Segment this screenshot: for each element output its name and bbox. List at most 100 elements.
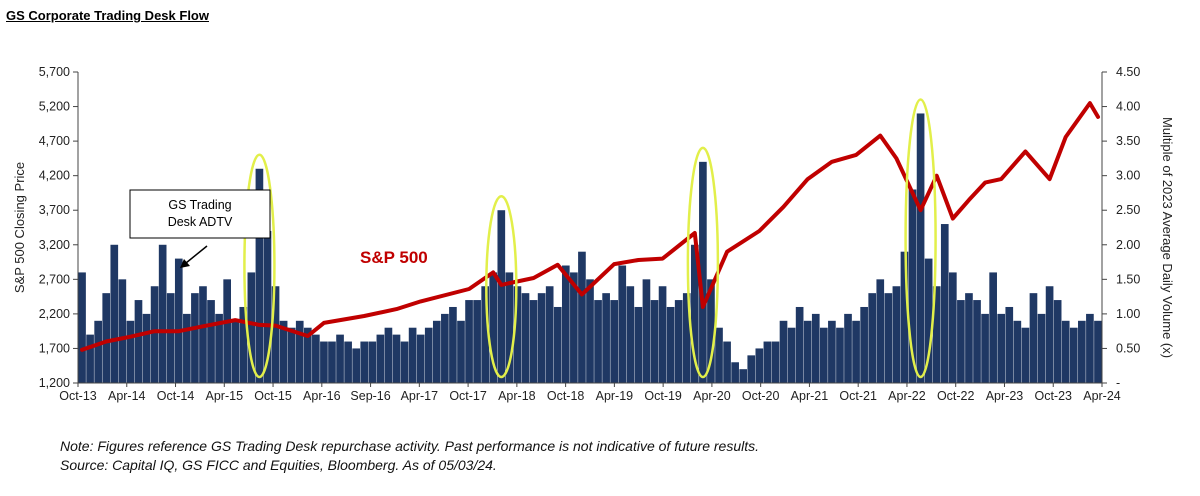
x-tick-label: Apr-22 [888,389,926,403]
adtv-bar [352,348,361,383]
adtv-bar [844,313,852,383]
left-tick-label: 4,200 [39,169,70,183]
adtv-bar [432,320,441,383]
x-tick-label: Apr-24 [1083,389,1121,403]
adtv-bar [561,265,570,383]
adtv-bar [707,279,715,383]
adtv-bar [239,306,248,383]
right-tick-label: 1.50 [1116,272,1140,286]
x-tick-label: Oct-19 [644,389,682,403]
adtv-bar [940,224,949,383]
adtv-bar [892,286,901,383]
adtv-bar [884,293,893,383]
adtv-bar [86,334,94,383]
footnote: Note: Figures reference GS Trading Desk … [60,437,759,475]
adtv-bar [416,334,425,383]
adtv-bar [110,244,119,383]
adtv-bar [392,334,401,383]
adtv-bar [191,293,199,383]
chart-annotations: S&P 500 GS Trading Desk ADTV [129,189,428,268]
adtv-bar [771,341,780,383]
adtv-bar [570,272,578,383]
adtv-bar [134,300,143,383]
left-tick-label: 1,700 [39,341,70,355]
adtv-bar [666,306,675,383]
x-tick-label: Oct-15 [254,389,292,403]
left-tick-label: 1,200 [39,376,70,390]
adtv-bar [207,300,215,383]
left-tick-label: 4,700 [39,134,70,148]
adtv-bar [779,320,788,383]
adtv-bar [158,244,167,383]
adtv-bar [949,272,957,383]
adtv-bar [997,313,1006,383]
adtv-bar [529,300,538,383]
x-tick-label: Oct-23 [1034,389,1072,403]
adtv-callout-text: Desk ADTV [168,215,233,229]
adtv-bar [1029,293,1038,383]
adtv-bar [384,327,393,383]
adtv-bar [1053,300,1062,383]
x-tick-label: Oct-17 [449,389,487,403]
adtv-bar [368,341,377,383]
adtv-bar [650,300,659,383]
x-tick-label: Apr-20 [693,389,731,403]
x-tick-label: Oct-14 [157,389,195,403]
x-tick-label: Oct-21 [839,389,877,403]
adtv-bar [618,265,627,383]
adtv-bar [295,320,304,383]
adtv-bar [852,320,860,383]
adtv-bar [763,341,772,383]
adtv-callout-arrow-line [185,245,208,264]
adtv-bar [747,355,756,383]
chart: 1,200 1,700 2,200 2,700 3,200 3,700 4,200 4,700… [12,65,1175,403]
x-tick-label: Apr-21 [791,389,829,403]
adtv-bar [150,286,159,383]
right-tick-label: - [1116,376,1120,390]
adtv-bar [690,244,699,383]
adtv-bar [271,286,280,383]
adtv-bar [215,313,223,383]
adtv-bar [723,341,731,383]
left-tick-label: 2,200 [39,307,70,321]
adtv-bar [126,320,135,383]
adtv-bar [981,313,989,383]
adtv-bar [1094,320,1102,383]
adtv-bar [408,327,417,383]
left-tick-label: 3,200 [39,238,70,252]
adtv-bar [626,286,635,383]
adtv-bar [731,362,739,383]
adtv-bar [957,300,965,383]
adtv-bar [836,327,844,383]
adtv-bars [78,113,1102,383]
adtv-bar [868,293,877,383]
adtv-bar [360,341,369,383]
right-tick-label: 1.00 [1116,307,1140,321]
adtv-bar [610,300,619,383]
adtv-bar [811,313,820,383]
x-tick-label: Apr-19 [596,389,634,403]
adtv-bar [1045,286,1054,383]
adtv-bar [312,334,320,383]
adtv-bar [715,327,723,383]
adtv-bar [924,258,933,383]
adtv-bar [78,272,86,383]
adtv-bar [803,320,812,383]
adtv-bar [908,189,917,383]
highlight-ellipse [485,194,518,379]
adtv-bar [828,320,836,383]
adtv-bar [481,286,490,383]
highlight-ellipse [243,153,276,379]
adtv-bar [505,272,514,383]
adtv-bar [336,334,344,383]
adtv-bar [739,369,748,383]
adtv-callout-text: GS Trading [168,198,231,212]
chart-title: GS Corporate Trading Desk Flow [6,8,209,23]
x-tick-label: Apr-15 [206,389,244,403]
axes: 1,200 1,700 2,200 2,700 3,200 3,700 4,200 4,700… [12,65,1175,403]
adtv-bar [973,300,981,383]
adtv-bar [513,286,522,383]
adtv-bar [303,327,312,383]
x-tick-label: Oct-20 [742,389,780,403]
adtv-bar [441,313,449,383]
